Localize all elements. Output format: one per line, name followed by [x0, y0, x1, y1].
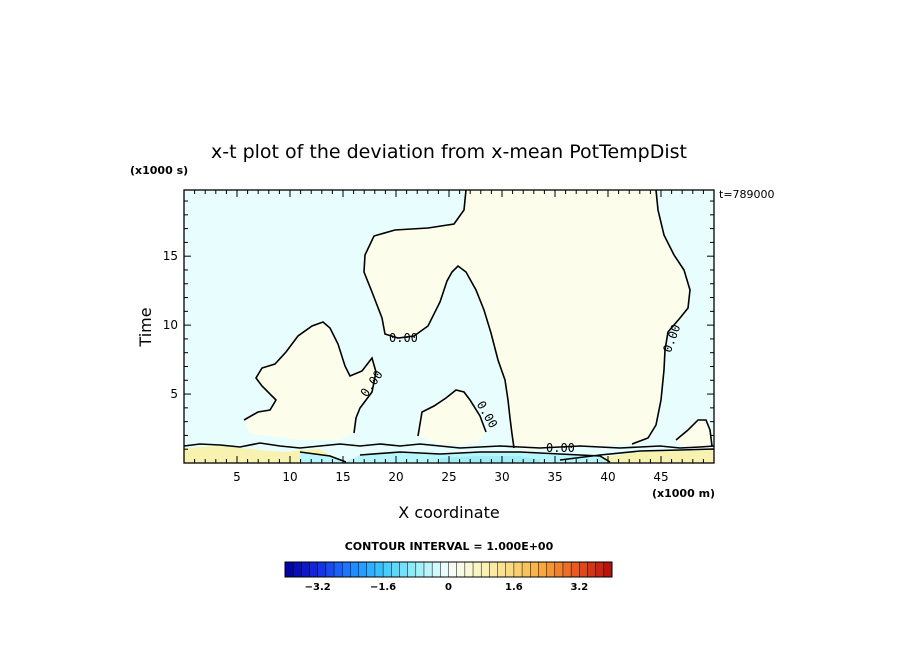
contour-line-upper: [363, 189, 515, 449]
x-tick-label: 10: [282, 470, 297, 484]
contour-line-right: [631, 189, 691, 445]
colorbar-tick-label: 0: [445, 582, 452, 593]
colorbar-cell: [342, 562, 351, 577]
colorbar-cell: [407, 562, 417, 577]
colorbar-cell: [415, 562, 425, 577]
colorbar-cell: [579, 562, 588, 577]
contour-line-left: [243, 321, 377, 434]
colorbar-cell: [473, 562, 482, 577]
time-stamp: t=789000: [719, 188, 775, 201]
cool-band-deep: [440, 456, 540, 463]
colorbar-cell: [309, 562, 318, 577]
colorbar-cell: [562, 562, 572, 577]
x-tick-label: 15: [335, 470, 350, 484]
colorbar-tick-label: −3.2: [305, 582, 331, 593]
y-axis-label: Time: [136, 307, 155, 347]
colorbar-cell: [423, 562, 433, 577]
colorbar-tick-label: 1.6: [505, 582, 523, 593]
contour-line-right-bump: [675, 419, 713, 447]
x-tick-label: 40: [600, 470, 615, 484]
colorbar-cell: [546, 562, 556, 577]
x-unit-label: (x1000 m): [652, 487, 715, 500]
colorbar-cell: [448, 562, 457, 577]
colorbar-cell: [481, 562, 490, 577]
colorbar-cell: [554, 562, 564, 577]
colorbar-cell: [399, 562, 408, 577]
x-tick-label: 25: [441, 470, 456, 484]
colorbar-cell: [391, 562, 400, 577]
colorbar-cell: [571, 562, 580, 577]
y-unit-label: (x1000 s): [130, 164, 188, 177]
plot-area: 0.00 0.00 0.00 0.00 0.00 5 10 15 20 25 30 35 40…: [163, 189, 715, 484]
contour-label: 0.00: [389, 331, 418, 345]
y-tick-label: 15: [163, 249, 178, 263]
positive-region-left: [244, 322, 376, 440]
colorbar: −3.2 −1.6 0 1.6 3.2: [284, 561, 613, 593]
positive-region-upper: [364, 190, 690, 450]
colorbar-tick-label: 3.2: [570, 582, 588, 593]
colorbar-cell: [432, 562, 441, 577]
colorbar-cell: [383, 562, 392, 577]
contour-interval-note: CONTOUR INTERVAL = 1.000E+00: [345, 540, 554, 553]
colorbar-cell: [603, 562, 613, 577]
colorbar-cell: [366, 562, 376, 577]
y-tick-label: 5: [170, 387, 178, 401]
x-tick-label: 45: [653, 470, 668, 484]
colorbar-cell: [350, 562, 359, 577]
colorbar-cell: [513, 562, 523, 577]
colorbar-cell: [497, 562, 507, 577]
y-axis-ticks: 5 10 15: [163, 200, 714, 450]
x-tick-label: 5: [233, 470, 241, 484]
colorbar-cell: [285, 562, 294, 577]
colorbar-cell: [293, 562, 302, 577]
contour-line-middle: [417, 389, 487, 437]
colorbar-cell: [489, 562, 498, 577]
colorbar-cell: [595, 562, 605, 577]
zero-contours: [183, 189, 715, 463]
chart-title: x-t plot of the deviation from x-mean Po…: [211, 141, 687, 163]
x-tick-label: 30: [494, 470, 509, 484]
colorbar-cell: [334, 562, 343, 577]
colorbar-cell: [440, 562, 449, 577]
contour-line-surface-right: [559, 448, 715, 461]
x-axis-label: X coordinate: [398, 503, 499, 522]
contour-label: 0.00: [546, 441, 575, 455]
colorbar-cell: [358, 562, 368, 577]
colorbar-cell: [530, 562, 539, 577]
colorbar-cell: [301, 562, 310, 577]
colorbar-cell: [464, 562, 474, 577]
y-tick-label: 10: [163, 318, 178, 332]
x-tick-label: 20: [388, 470, 403, 484]
contour-line-surface: [183, 442, 715, 449]
colorbar-cell: [374, 562, 384, 577]
colorbar-cell: [587, 562, 596, 577]
colorbar-cell: [505, 562, 515, 577]
positive-region-right: [676, 420, 712, 448]
colorbar-cell: [522, 562, 531, 577]
x-tick-label: 35: [547, 470, 562, 484]
colorbar-cell: [538, 562, 547, 577]
colorbar-tick-label: −1.6: [370, 582, 396, 593]
positive-region-middle: [418, 390, 486, 445]
colorbar-cell: [325, 562, 335, 577]
colorbar-frame: [284, 561, 613, 578]
colorbar-cell: [456, 562, 466, 577]
x-axis-ticks: 5 10 15 20 25 30 35 40 45: [194, 190, 704, 484]
colorbar-cell: [317, 562, 327, 577]
